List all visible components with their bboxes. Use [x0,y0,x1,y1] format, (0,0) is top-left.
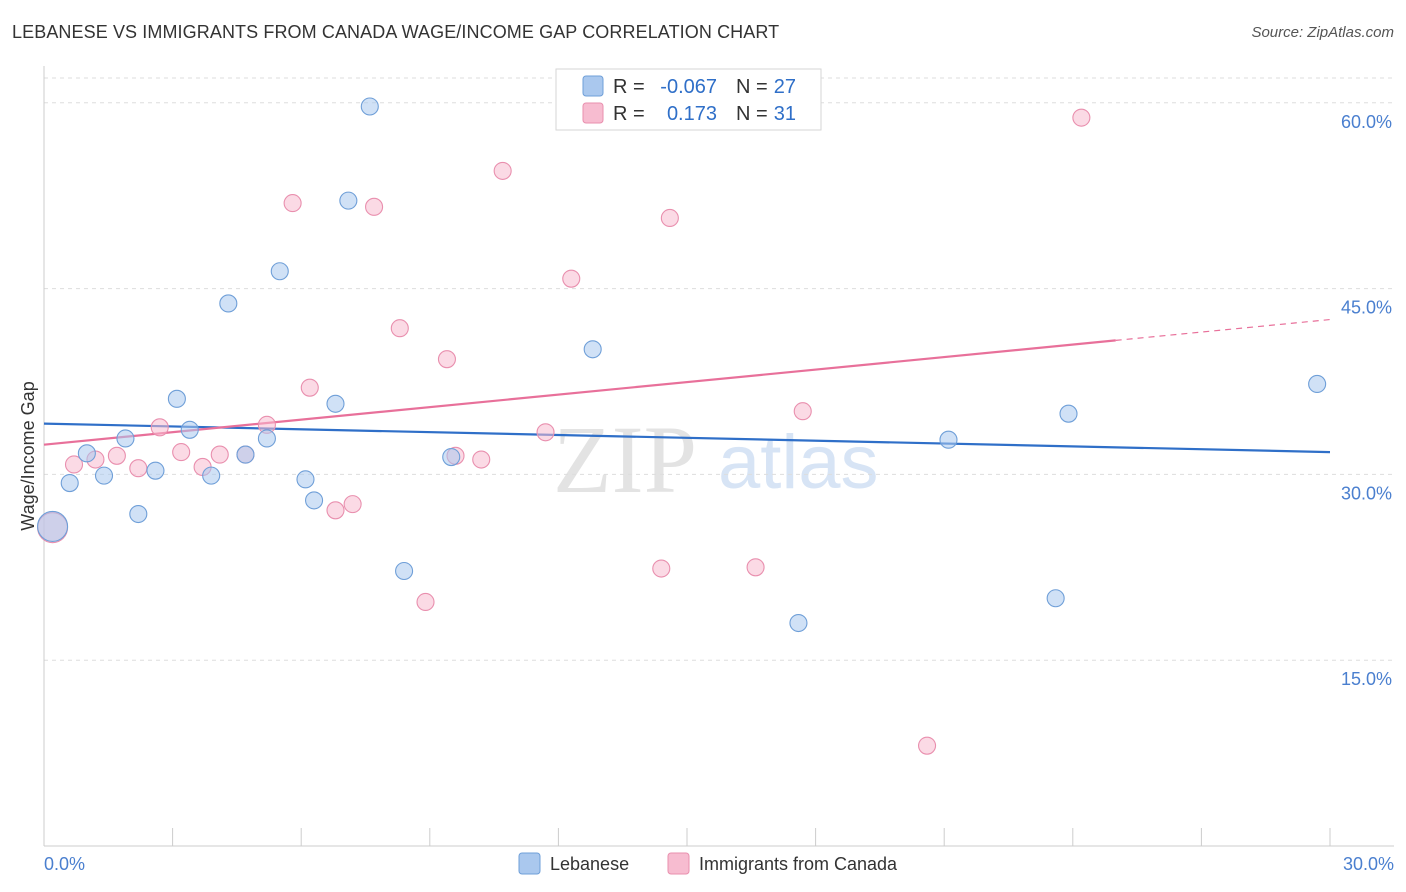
legend-label-canada: Immigrants from Canada [699,854,898,874]
watermark-atlas: atlas [718,420,879,505]
x-tick-label: 0.0% [44,854,85,874]
point-canada [493,161,512,180]
y-tick-label: 60.0% [1341,112,1392,132]
point-canada [343,495,362,514]
legend-swatch-canada [667,852,690,875]
data-points [37,97,1327,755]
trend-line-canada [43,339,1116,446]
point-lebanese [77,444,96,463]
point-canada [326,501,345,520]
point-lebanese [202,466,221,485]
y-tick-label: 15.0% [1341,669,1392,689]
point-canada [746,558,765,577]
y-tick-label: 30.0% [1341,483,1392,503]
point-lebanese [60,474,79,493]
point-lebanese [167,389,186,408]
point-canada [918,736,937,755]
point-lebanese [1308,374,1327,394]
x-tick-label: 30.0% [1343,854,1394,874]
point-canada [129,459,148,478]
stats-swatch-lebanese [582,75,604,97]
source-credit: Source: ZipAtlas.com [1251,24,1394,41]
point-canada [562,269,581,288]
chart-title: LEBANESE VS IMMIGRANTS FROM CANADA WAGE/… [12,22,780,42]
grid-lines [44,77,1394,661]
point-lebanese [305,491,324,510]
point-lebanese [37,510,69,542]
trend-lines [43,318,1331,454]
stats-n-value-2: 31 [774,103,796,125]
point-lebanese [360,97,379,116]
point-lebanese [395,561,414,581]
point-lebanese [583,340,602,359]
point-canada [150,418,169,437]
point-lebanese [326,394,345,413]
point-canada [660,208,679,228]
point-lebanese [180,420,199,439]
point-lebanese [236,445,255,464]
point-lebanese [116,429,135,448]
point-canada [536,423,555,442]
point-lebanese [339,191,358,210]
point-canada [283,194,302,213]
tick-labels: 15.0% 30.0% 45.0% 60.0% 0.0% 30.0% [44,112,1394,874]
watermark-zip: ZIP [553,406,697,513]
stats-n-label-1: N = [736,76,768,98]
point-lebanese [257,429,276,448]
stats-r-label-2: R = [613,103,645,125]
y-tick-label: 45.0% [1341,298,1392,318]
point-canada [1072,108,1091,127]
point-lebanese [442,447,461,467]
point-lebanese [939,430,958,449]
point-canada [210,445,229,464]
stats-box: R = -0.067 N = 27 R = 0.173 N = 31 [555,68,822,131]
point-lebanese [296,470,315,489]
point-lebanese [1046,589,1065,608]
point-canada [437,350,456,369]
point-lebanese [219,294,238,313]
point-canada [107,446,126,465]
point-canada [365,197,384,216]
point-lebanese [94,466,114,485]
point-canada [300,378,319,397]
stats-n-label-2: N = [736,103,768,125]
point-lebanese [1059,404,1078,423]
point-canada [390,319,409,338]
stats-r-value-1: -0.067 [660,76,717,98]
point-canada [652,559,671,578]
legend-swatch-lebanese [518,852,541,875]
stats-swatch-canada [582,102,604,124]
stats-r-label-1: R = [613,76,645,98]
y-axis-label: Wage/Income Gap [18,381,38,530]
point-lebanese [146,461,165,480]
point-lebanese [789,613,808,633]
point-canada [64,455,84,474]
trend-line-lebanese [43,422,1331,454]
point-canada [472,450,491,469]
stats-r-value-2: 0.173 [667,103,717,125]
legend-label-lebanese: Lebanese [550,854,629,874]
trend-line-dashed-canada [1115,318,1331,341]
point-lebanese [270,262,289,281]
point-canada [793,402,812,421]
legend: Lebanese Immigrants from Canada [518,852,898,875]
point-canada [172,443,191,462]
stats-n-value-1: 27 [774,76,796,98]
point-canada [416,592,435,612]
point-lebanese [129,504,148,524]
axes [43,66,1394,847]
